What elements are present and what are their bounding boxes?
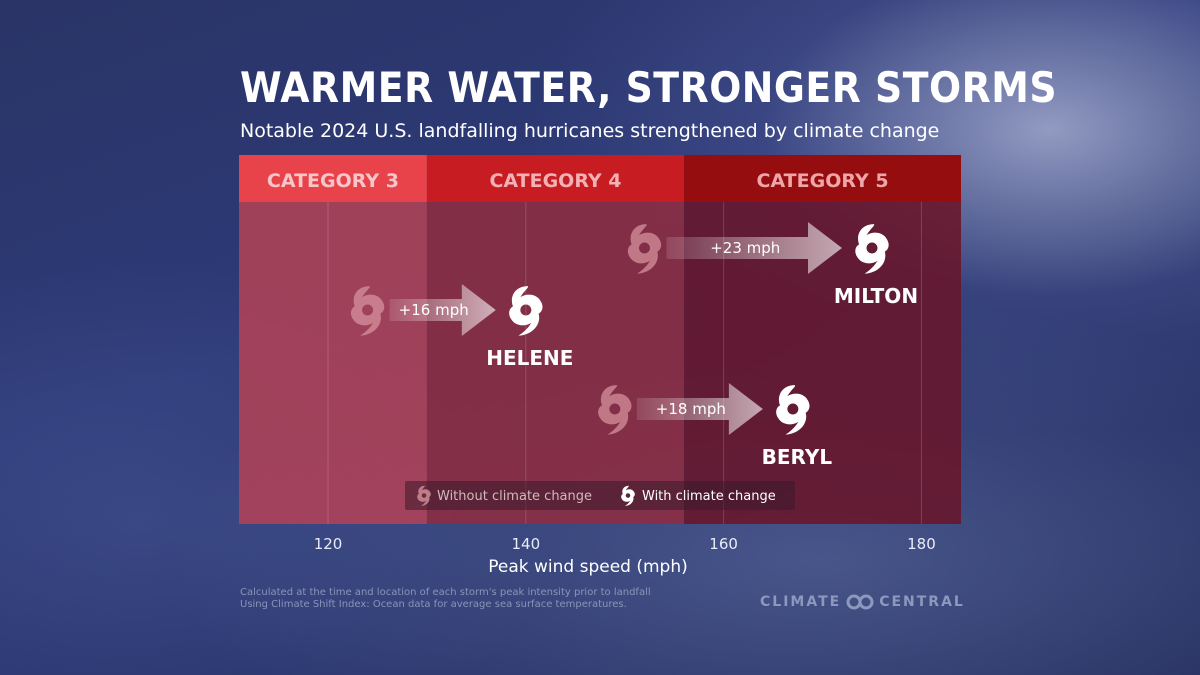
x-tick-label: 120 [314,535,343,553]
brand-word-left: CLIMATE [760,594,842,610]
chart-subtitle: Notable 2024 U.S. landfalling hurricanes… [240,120,940,142]
increase-arrow [666,222,842,274]
storm-beryl: +18 mph BERYL [598,383,832,469]
footnote-line: Using Climate Shift Index: Ocean data fo… [240,599,627,610]
category-band [239,202,427,524]
increase-arrow [636,383,763,435]
footnote: Calculated at the time and location of e… [240,587,651,611]
wind-increase-label: +18 mph [656,400,726,418]
category-label: CATEGORY 3 [267,170,399,192]
category-label: CATEGORY 5 [757,170,889,192]
legend-with-label: With climate change [642,489,776,504]
x-axis-title: Peak wind speed (mph) [488,557,688,577]
legend-without-label: Without climate change [437,489,592,504]
wind-increase-label: +16 mph [399,301,469,319]
chart-title: Warmer water, stronger storms [240,63,1058,112]
x-tick-label: 180 [907,535,936,553]
wind-increase-label: +23 mph [710,239,780,257]
footnote-line: Calculated at the time and location of e… [240,587,651,598]
category-header [684,155,961,202]
x-tick-label: 160 [709,535,738,553]
x-tick-label: 140 [512,535,541,553]
storm-name: MILTON [834,284,918,308]
category-header [426,155,685,202]
climate-central-logo-icon [846,594,874,610]
storm-name: HELENE [486,346,573,370]
storm-helene: +16 mph HELENE [350,284,573,370]
brand-logo: CLIMATE CENTRAL [760,594,963,614]
storm-milton: +23 mph MILTON [627,222,918,308]
brand-word-right: CENTRAL [879,594,965,610]
storm-name: BERYL [762,445,833,469]
category-label: CATEGORY 4 [489,170,621,192]
legend-box [405,481,795,510]
category-header [239,155,427,202]
increase-arrow [389,284,496,336]
